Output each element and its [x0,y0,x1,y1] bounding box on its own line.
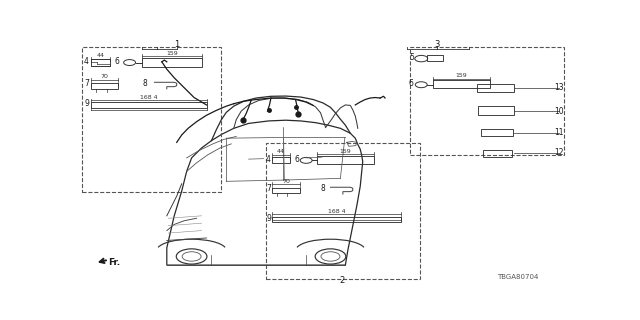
Text: 3: 3 [435,40,440,49]
Bar [478,107,513,115]
Bar [433,80,490,88]
Bar [142,58,202,67]
Text: Fr.: Fr. [108,258,120,267]
Text: 8: 8 [142,79,147,89]
Bar [273,188,300,193]
Text: 6: 6 [409,79,414,89]
Bar [83,47,221,192]
Text: 9: 9 [266,214,271,223]
Text: 6: 6 [115,57,120,66]
Text: 159: 159 [456,73,468,78]
Bar [477,84,514,92]
Text: 11: 11 [554,128,564,137]
Bar [483,150,511,157]
Bar [91,83,118,89]
Text: 159: 159 [166,51,178,56]
Text: 4: 4 [266,155,271,164]
Text: 10: 10 [554,107,564,116]
Text: 2: 2 [339,276,344,285]
Bar [273,217,401,222]
Text: 159: 159 [340,149,351,154]
Bar [481,129,513,136]
Text: 8: 8 [321,184,326,193]
Text: 168 4: 168 4 [328,209,346,214]
Bar [317,156,374,164]
Text: 168 4: 168 4 [140,95,158,100]
Text: 70: 70 [282,179,290,184]
Text: 6: 6 [294,155,299,164]
Text: 4: 4 [84,57,89,66]
Text: 1: 1 [174,40,179,49]
Text: TBGA80704: TBGA80704 [497,275,538,280]
Bar [428,55,443,61]
Bar [266,143,420,279]
Bar [410,47,564,156]
Text: 5: 5 [409,53,414,62]
Text: 13: 13 [554,83,564,92]
Text: 7: 7 [84,79,89,89]
Bar [91,59,110,66]
Text: 70: 70 [100,74,109,79]
Bar [91,102,207,108]
Bar [273,157,290,163]
Text: 12: 12 [554,148,564,157]
Text: 44: 44 [97,53,104,58]
Text: 44: 44 [277,149,285,154]
Text: 9: 9 [84,99,89,108]
Text: 7: 7 [266,184,271,193]
